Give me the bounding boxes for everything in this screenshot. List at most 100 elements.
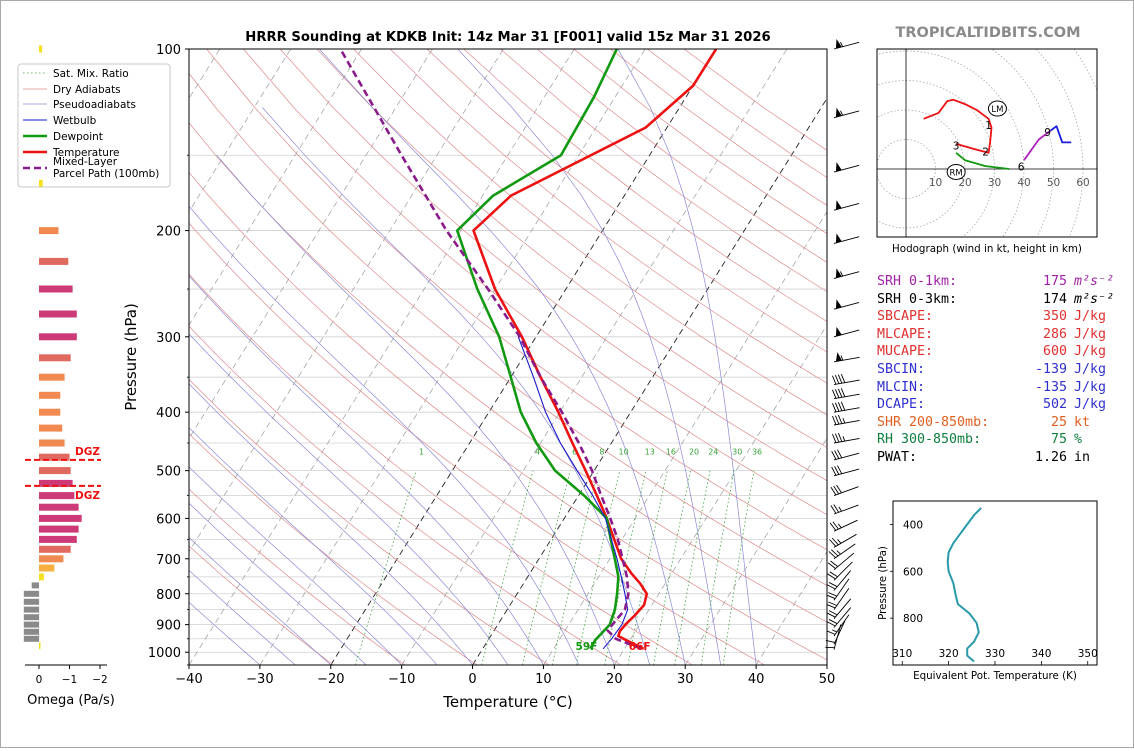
chart-title: HRRR Sounding at KDKB Init: 14z Mar 31 [… [245, 30, 770, 45]
hodograph-trace [1049, 125, 1072, 144]
wind-barb [827, 561, 853, 581]
legend-label: Dry Adiabats [53, 84, 121, 96]
brand-text: TROPICALTIDBITS.COM [895, 25, 1080, 41]
omega-bar [39, 564, 55, 572]
wind-barb [826, 570, 852, 591]
omega-bar [39, 492, 75, 500]
stat-row: PWAT: 1.26 in [877, 449, 1117, 467]
stat-unit: % [1074, 432, 1083, 448]
wind-barb [833, 200, 860, 211]
mixing-ratio-line [522, 470, 571, 665]
mixing-ratio-label: 4 [535, 447, 540, 456]
omega-bar [23, 606, 40, 613]
hodograph-height-label: 6 [1018, 162, 1025, 174]
mixing-ratio-line [481, 470, 534, 665]
wind-barb [833, 299, 860, 310]
dry-adiabat [316, 49, 827, 448]
legend-box [17, 63, 171, 188]
moist-adiabat [189, 502, 367, 665]
stat-row: SBCIN: -139 J/kg [877, 361, 1117, 379]
omega-bar [39, 408, 61, 416]
wind-barb [826, 598, 852, 619]
hodograph-height-label: 3 [953, 140, 960, 152]
legend-label: Temperature [52, 147, 120, 159]
stat-label: SRH 0-3km: [877, 291, 958, 307]
wind-barb [833, 162, 860, 173]
y-tick-label: 400 [156, 406, 181, 421]
moist-adiabat [189, 601, 261, 665]
omega-bar [23, 598, 40, 605]
wind-barb [831, 449, 860, 461]
omega-bar [39, 503, 79, 511]
mixing-ratio-line [653, 470, 691, 665]
omega-bar [39, 642, 41, 650]
mixing-ratio-line [700, 470, 735, 665]
isotherm-line [684, 437, 827, 665]
omega-tick-label: 0 [36, 674, 43, 686]
wind-barb [830, 484, 859, 497]
mixing-ratio-label: 6 [572, 447, 577, 456]
isotherm-line [330, 49, 717, 665]
y-tick-label: 900 [156, 619, 181, 634]
mixing-ratio-line [551, 470, 599, 665]
wind-barb [825, 624, 842, 650]
hodograph-height-label: 1 [985, 120, 992, 132]
omega-bar [39, 179, 43, 187]
wind-barb [832, 401, 860, 413]
legend-label: Mixed-Layer Parcel Path (100mb) [53, 156, 159, 180]
mixing-ratio-line [674, 470, 711, 665]
mixing-ratio-line [627, 470, 668, 665]
dry-adiabat [189, 171, 827, 661]
stat-unit: in [1074, 449, 1091, 465]
dry-adiabat [189, 222, 765, 665]
wind-barb [833, 326, 860, 338]
stat-value: 75 [1050, 432, 1067, 448]
stat-value: 175 [1042, 274, 1067, 289]
wind-barb [828, 543, 856, 560]
stat-label: SHR 200-850mb: [877, 414, 990, 430]
omega-bar [23, 621, 40, 628]
stat-label: MLCIN: [877, 379, 926, 395]
moist-adiabat [189, 569, 296, 665]
omega-bar [31, 582, 39, 589]
isotherm-line [189, 49, 433, 439]
isotherm-line [189, 49, 362, 326]
x-tick-label: 20 [606, 672, 623, 687]
dry-adiabat [189, 273, 693, 665]
moist-adiabat [189, 466, 402, 665]
wind-barb [825, 620, 846, 645]
theta-e-frame [892, 500, 1098, 666]
moist-adiabat [189, 205, 580, 665]
isotherm-line [543, 211, 827, 665]
wind-barb [832, 432, 860, 444]
omega-bar [39, 573, 44, 581]
series-wetbulb [517, 336, 629, 650]
omega-bar [39, 479, 73, 487]
moist-adiabat [617, 49, 757, 665]
hodograph-trace [955, 152, 1010, 170]
omega-bar [39, 285, 73, 293]
stat-row: DCAPE: 502 J/kg [877, 396, 1117, 414]
stat-value: 350 [1042, 309, 1067, 325]
omega-bar [39, 453, 70, 461]
isotherm-line [189, 49, 504, 553]
legend: Sat. Mix. Ratio Dry Adiabats Pseudoadiabat… [17, 63, 171, 188]
omega-bar [23, 628, 40, 635]
theta-e-y-tick-label: 600 [903, 566, 923, 578]
y-tick-label: 800 [156, 588, 181, 603]
stat-row: SRH 0-1km: 175 m²s⁻² [877, 273, 1117, 291]
skewt-xlabel: Temperature (°C) [442, 693, 572, 711]
hodograph-marker [946, 163, 966, 180]
stat-label: MLCAPE: [877, 326, 934, 342]
hodograph-trace [923, 98, 993, 154]
wind-barb [830, 504, 859, 515]
wind-barb [826, 607, 852, 628]
stat-value: 174 [1042, 291, 1067, 307]
hodograph-ring-label: 20 [958, 177, 971, 189]
mixing-ratio-label: 30 [732, 447, 742, 456]
x-tick-label: −20 [317, 672, 344, 687]
isotherm-line [472, 97, 827, 665]
dry-adiabat [189, 433, 478, 665]
stat-row: SRH 0-3km: 174 m²s⁻² [877, 291, 1117, 309]
